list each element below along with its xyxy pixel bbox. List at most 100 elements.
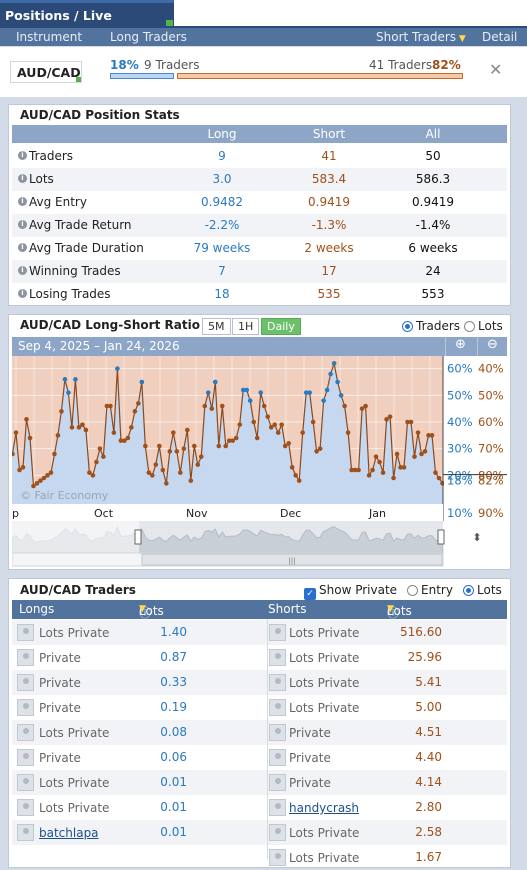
show-private-checkbox[interactable]: ✓ Show Private bbox=[304, 583, 397, 600]
long-trader-name[interactable]: batchlapa bbox=[39, 826, 99, 840]
long-short-ratio-panel: AUD/CAD Long-Short Ratio 5M 1H Daily Tra… bbox=[8, 314, 511, 570]
lots-label: Lots bbox=[477, 583, 502, 597]
y-right-label: 90% bbox=[478, 506, 504, 520]
data-point bbox=[268, 425, 274, 430]
symbol-marker-icon bbox=[76, 77, 81, 82]
y-right-label: 50% bbox=[478, 388, 504, 402]
sort-lots-radio[interactable]: Lots bbox=[463, 583, 502, 597]
data-point bbox=[230, 438, 236, 443]
data-point bbox=[363, 403, 368, 409]
info-icon[interactable]: i bbox=[18, 220, 27, 229]
info-icon[interactable]: i bbox=[18, 266, 27, 275]
data-point bbox=[331, 361, 337, 366]
symbol-box[interactable]: AUD/CAD bbox=[10, 61, 82, 83]
stats-row: i Losing Trades 18 535 553 bbox=[12, 283, 507, 306]
data-point bbox=[426, 433, 431, 438]
long-trader-name: Private bbox=[39, 651, 81, 665]
info-icon[interactable]: i bbox=[18, 289, 27, 298]
data-point bbox=[178, 470, 183, 475]
data-point bbox=[349, 467, 354, 473]
nav-detail[interactable]: Detail bbox=[482, 30, 518, 44]
stats-all-value: 553 bbox=[421, 287, 445, 301]
stats-row: i Avg Trade Return -2.2% -1.3% -1.4% bbox=[12, 214, 507, 237]
radio-checked-icon bbox=[402, 321, 413, 332]
short-trader-lots: 516.60 bbox=[400, 625, 442, 639]
short-trader-name[interactable]: handycrash bbox=[289, 801, 360, 815]
sort-down-icon: ▼ bbox=[139, 604, 146, 614]
ratio-chart[interactable]: 60% 40% 50% 50% 40% 60% 30% 70% 20% 80% 18% 82% 10% 9… bbox=[12, 356, 507, 570]
data-point bbox=[76, 425, 82, 430]
stats-all-value: 50 bbox=[425, 149, 441, 163]
data-point bbox=[132, 409, 138, 414]
short-trader-name: Lots Private bbox=[289, 701, 360, 715]
navigator-handle-right[interactable] bbox=[437, 529, 445, 545]
short-trader-lots: 25.96 bbox=[407, 650, 442, 664]
stats-all-value: 6 weeks bbox=[408, 241, 458, 255]
scrollbar-thumb[interactable] bbox=[141, 553, 443, 566]
x-tick-label: p bbox=[12, 507, 19, 520]
y-left-label: 20% bbox=[447, 468, 473, 482]
data-point bbox=[356, 467, 361, 473]
y-left-label: 40% bbox=[447, 415, 473, 429]
info-icon[interactable]: i bbox=[18, 197, 27, 206]
data-point bbox=[38, 478, 43, 483]
stats-row: i Avg Entry 0.9482 0.9419 0.9419 bbox=[12, 191, 507, 214]
short-trader-name: Private bbox=[289, 751, 331, 765]
data-point bbox=[111, 430, 117, 435]
data-point bbox=[27, 435, 33, 441]
data-point bbox=[352, 467, 358, 473]
navigator-handle-left[interactable] bbox=[134, 529, 142, 545]
info-icon[interactable]: i bbox=[18, 174, 27, 183]
data-point bbox=[184, 427, 190, 433]
data-point bbox=[436, 475, 442, 481]
window-title-tab[interactable]: Positions / Live Accounts bbox=[0, 0, 174, 38]
data-point bbox=[408, 419, 414, 425]
data-point bbox=[17, 467, 22, 473]
stats-short-value: 535 bbox=[317, 287, 341, 301]
data-point bbox=[115, 366, 120, 371]
zoom-in-icon[interactable]: ⊕ bbox=[445, 337, 475, 356]
zoom-out-icon[interactable]: ⊖ bbox=[477, 337, 507, 356]
mode-lots-label: Lots bbox=[478, 319, 503, 333]
data-point bbox=[101, 454, 106, 459]
data-point bbox=[195, 462, 201, 467]
avatar bbox=[17, 699, 34, 716]
data-point bbox=[125, 435, 131, 441]
data-point bbox=[282, 443, 288, 449]
stats-long-value: 79 weeks bbox=[193, 241, 251, 255]
mode-traders-radio[interactable]: Traders bbox=[402, 319, 460, 333]
avatar bbox=[269, 799, 286, 816]
close-icon[interactable]: ✕ bbox=[489, 60, 503, 79]
nav-instrument[interactable]: Instrument bbox=[16, 30, 83, 44]
long-trader-lots: 0.33 bbox=[160, 675, 187, 689]
avatar bbox=[269, 624, 286, 641]
avatar bbox=[269, 774, 286, 791]
y-right-label: 82% bbox=[478, 474, 504, 488]
range-1h-button[interactable]: 1H bbox=[232, 318, 260, 335]
data-point bbox=[150, 473, 155, 478]
stats-row: i Winning Trades 7 17 24 bbox=[12, 260, 507, 283]
info-icon: ⓘ bbox=[139, 606, 152, 620]
nav-short-traders[interactable]: Short Traders ▼ bbox=[376, 30, 466, 44]
checkbox-checked-icon: ✓ bbox=[304, 588, 316, 600]
data-point bbox=[80, 422, 85, 427]
range-5m-button[interactable]: 5M bbox=[202, 318, 231, 335]
stats-row: i Traders 9 41 50 bbox=[12, 145, 507, 168]
long-trader-lots: 0.01 bbox=[160, 775, 187, 789]
mode-lots-radio[interactable]: Lots bbox=[464, 319, 503, 333]
table-row: Lots Private 1.40 Lots Private 516.60 bbox=[12, 620, 507, 645]
stats-row: i Lots 3.0 583.4 586.3 bbox=[12, 168, 507, 191]
nav-long-traders[interactable]: Long Traders bbox=[110, 30, 187, 44]
info-icon[interactable]: i bbox=[18, 243, 27, 252]
expand-arrows-icon[interactable]: ⬍ bbox=[472, 531, 481, 544]
data-point bbox=[226, 438, 232, 443]
sort-entry-radio[interactable]: Entry bbox=[407, 583, 453, 597]
data-point bbox=[429, 433, 435, 438]
short-trader-name: Private bbox=[289, 776, 331, 790]
data-point bbox=[69, 425, 75, 430]
range-daily-button[interactable]: Daily bbox=[261, 318, 301, 335]
info-icon[interactable]: i bbox=[18, 151, 27, 160]
long-area bbox=[12, 363, 443, 504]
long-trader-name: Lots Private bbox=[39, 726, 110, 740]
